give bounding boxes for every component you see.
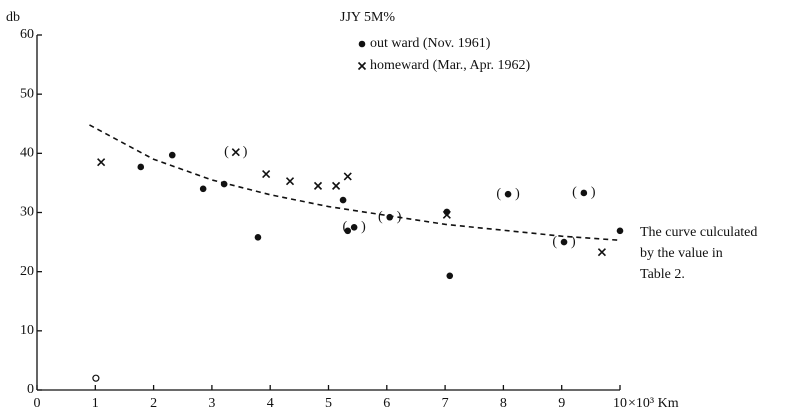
legend-label: out ward (Nov. 1961) bbox=[370, 36, 491, 51]
point bbox=[199, 185, 207, 193]
bracket: ) bbox=[361, 220, 366, 235]
x-tick-label: 7 bbox=[442, 396, 449, 411]
bracket: ( bbox=[224, 144, 229, 159]
x-tick-label: 10 bbox=[613, 396, 627, 411]
annotation: The curve culculated bbox=[640, 225, 757, 240]
x-tick-label: 3 bbox=[208, 396, 215, 411]
x-tick-label: 8 bbox=[500, 396, 507, 411]
point bbox=[313, 181, 323, 190]
point bbox=[137, 163, 145, 171]
point bbox=[504, 190, 512, 198]
point bbox=[220, 180, 228, 188]
point bbox=[446, 272, 454, 280]
model-curve bbox=[89, 124, 621, 242]
x-tick-label: 6 bbox=[383, 396, 390, 411]
point bbox=[386, 213, 394, 221]
point bbox=[231, 148, 240, 157]
x-tick-label: 1 bbox=[92, 396, 99, 411]
bracket: ) bbox=[571, 234, 576, 249]
point bbox=[262, 169, 271, 179]
point bbox=[97, 158, 106, 167]
bracket: ( bbox=[378, 209, 383, 224]
point bbox=[254, 234, 262, 241]
x-axis-label: ×10³ Km bbox=[628, 396, 679, 411]
point bbox=[560, 238, 568, 246]
point bbox=[616, 227, 624, 235]
y-tick-label: 50 bbox=[20, 86, 34, 101]
point bbox=[597, 248, 606, 257]
x-tick-label: 5 bbox=[325, 396, 332, 411]
y-tick-label: 10 bbox=[20, 323, 34, 338]
bracket: ( bbox=[572, 185, 577, 200]
point bbox=[580, 189, 588, 197]
x-tick-label: 2 bbox=[150, 396, 157, 411]
x-tick-label: 9 bbox=[558, 396, 565, 411]
point bbox=[285, 177, 295, 186]
legend-marker bbox=[357, 61, 367, 71]
bracket: ( bbox=[342, 220, 347, 235]
annotation: by the value in bbox=[640, 246, 723, 261]
bracket: ) bbox=[397, 209, 402, 224]
x-tick-label: 4 bbox=[267, 396, 274, 411]
legend-label: homeward (Mar., Apr. 1962) bbox=[370, 58, 531, 73]
bracket: ( bbox=[496, 186, 501, 201]
x-tick-label: 0 bbox=[34, 396, 41, 411]
y-tick-label: 20 bbox=[20, 264, 34, 279]
bracket: ) bbox=[591, 185, 596, 200]
legend-marker bbox=[358, 40, 366, 48]
y-tick-label: 40 bbox=[20, 146, 34, 161]
bracket: ( bbox=[552, 234, 557, 249]
bracket: ) bbox=[243, 144, 248, 159]
point bbox=[92, 374, 100, 382]
point bbox=[339, 196, 347, 204]
bracket: ) bbox=[515, 186, 520, 201]
annotation: Table 2. bbox=[640, 267, 685, 282]
point bbox=[442, 210, 451, 219]
point bbox=[168, 151, 176, 159]
chart-title: JJY 5M% bbox=[340, 10, 395, 25]
point bbox=[350, 223, 358, 231]
y-tick-label: 60 bbox=[20, 27, 34, 42]
y-tick-label: 30 bbox=[20, 205, 34, 220]
y-tick-label: 0 bbox=[27, 382, 34, 397]
point bbox=[344, 227, 352, 235]
point bbox=[332, 181, 341, 190]
point bbox=[343, 172, 352, 181]
y-axis-label: db bbox=[6, 10, 20, 25]
